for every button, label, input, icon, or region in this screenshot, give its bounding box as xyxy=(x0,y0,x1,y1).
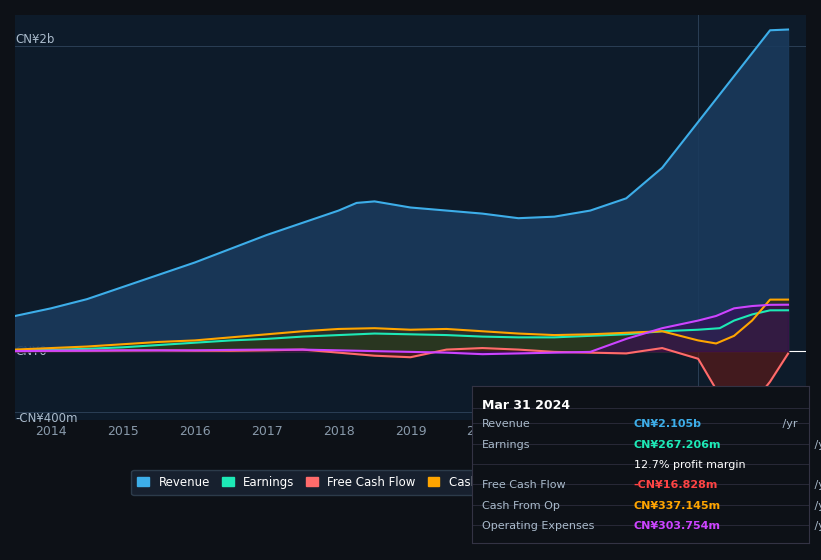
Text: CN¥337.145m: CN¥337.145m xyxy=(634,501,721,511)
Legend: Revenue, Earnings, Free Cash Flow, Cash From Op, Operating Expenses: Revenue, Earnings, Free Cash Flow, Cash … xyxy=(131,470,690,495)
Text: CN¥2.105b: CN¥2.105b xyxy=(634,419,702,430)
Text: Earnings: Earnings xyxy=(482,440,530,450)
Text: Operating Expenses: Operating Expenses xyxy=(482,521,594,531)
Text: CN¥303.754m: CN¥303.754m xyxy=(634,521,721,531)
Text: CN¥2b: CN¥2b xyxy=(15,32,54,45)
Text: Revenue: Revenue xyxy=(482,419,531,430)
Text: /yr: /yr xyxy=(811,501,821,511)
Text: -CN¥16.828m: -CN¥16.828m xyxy=(634,480,718,491)
Text: -CN¥400m: -CN¥400m xyxy=(15,412,77,425)
Text: /yr: /yr xyxy=(811,521,821,531)
Text: /yr: /yr xyxy=(779,419,797,430)
Text: Mar 31 2024: Mar 31 2024 xyxy=(482,399,571,412)
Text: Free Cash Flow: Free Cash Flow xyxy=(482,480,566,491)
Text: CN¥0: CN¥0 xyxy=(15,344,47,358)
Text: /yr: /yr xyxy=(811,480,821,491)
Text: Cash From Op: Cash From Op xyxy=(482,501,560,511)
Text: CN¥267.206m: CN¥267.206m xyxy=(634,440,721,450)
Text: /yr: /yr xyxy=(811,440,821,450)
Text: 12.7% profit margin: 12.7% profit margin xyxy=(634,460,745,470)
